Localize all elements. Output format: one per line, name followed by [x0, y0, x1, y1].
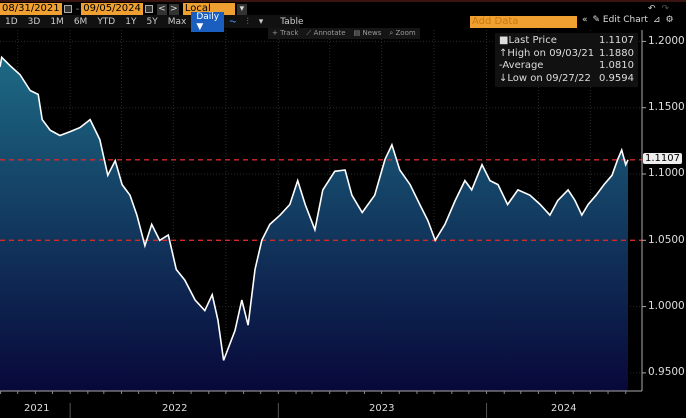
- annotate-tool[interactable]: ⟋ Annotate: [306, 29, 346, 37]
- legend-box: ■Last Price 1.1107 ↑High on 09/03/21 1.188…: [495, 33, 638, 87]
- legend-last-price[interactable]: ■Last Price 1.1107: [499, 35, 634, 46]
- zoom-label: Zoom: [395, 29, 416, 37]
- price-line: [0, 55, 629, 361]
- zoom-tool[interactable]: ⌕ Zoom: [389, 29, 416, 37]
- table-button[interactable]: Table: [280, 16, 304, 27]
- y-tick-label: 1.0500: [648, 234, 685, 246]
- range-max[interactable]: Max: [167, 16, 187, 27]
- range-1y[interactable]: 1Y: [125, 16, 137, 27]
- window-top-border: [0, 0, 686, 2]
- legend-value: 0.9594: [599, 72, 634, 84]
- legend-average: -Average 1.0810: [499, 60, 634, 71]
- gear-icon[interactable]: ⚙: [665, 15, 674, 25]
- last-price-tag: 1.1107: [643, 152, 682, 164]
- legend-value: 1.1880: [599, 47, 634, 59]
- range-bar: 1D 3D 1M 6M YTD 1Y 5Y Max Daily ▼ ⏦ ⫶ ▾ …: [0, 11, 304, 32]
- legend-label: High on 09/03/21: [507, 47, 595, 59]
- range-ytd[interactable]: YTD: [97, 16, 116, 27]
- track-label: Track: [280, 29, 299, 37]
- legend-low: ↓Low on 09/27/22 0.9594: [499, 72, 634, 84]
- legend-label: Average: [502, 60, 544, 71]
- collapse-icon[interactable]: «: [582, 15, 588, 25]
- y-tick-label: 1.2000: [648, 35, 685, 47]
- edit-chart-label: Edit Chart: [602, 15, 648, 25]
- prev-arrow-icon[interactable]: <: [156, 3, 167, 15]
- legend-high: ↑High on 09/03/21 1.1880: [499, 47, 634, 59]
- edit-chart-button[interactable]: ✎ Edit Chart: [592, 15, 648, 25]
- chart-actions: « ✎ Edit Chart ⊿ ⚙: [582, 15, 674, 25]
- news-tool[interactable]: ▤ News: [353, 29, 382, 37]
- chart-tools: + Track ⟋ Annotate ▤ News ⌕ Zoom: [268, 28, 420, 39]
- chart-type-dropdown-icon[interactable]: ▾: [258, 16, 264, 27]
- undo-redo: ↶ ↷: [648, 4, 669, 14]
- x-label-2022: 2022: [162, 403, 188, 414]
- legend-value: 1.0810: [599, 60, 634, 71]
- range-5y[interactable]: 5Y: [146, 16, 158, 27]
- undo-icon[interactable]: ↶: [648, 4, 656, 14]
- redo-icon[interactable]: ↷: [661, 4, 670, 14]
- calendar-icon[interactable]: [144, 5, 153, 13]
- line-chart-icon[interactable]: ⏦: [229, 16, 237, 27]
- add-data-input[interactable]: Add Data: [470, 16, 577, 28]
- price-area-fill: [0, 57, 628, 392]
- range-1m[interactable]: 1M: [50, 16, 64, 27]
- candle-chart-icon[interactable]: ⫶: [246, 16, 249, 27]
- news-label: News: [362, 29, 382, 37]
- legend-label: Low on 09/27/22: [507, 72, 591, 84]
- calendar-icon[interactable]: [63, 5, 72, 13]
- x-label-2023: 2023: [369, 403, 395, 414]
- range-1d[interactable]: 1D: [5, 16, 18, 27]
- y-tick-label: 1.1500: [648, 101, 685, 113]
- date-separator: -: [75, 3, 80, 15]
- x-label-2024: 2024: [551, 403, 577, 414]
- annotate-label: Annotate: [313, 29, 346, 37]
- y-tick-label: 1.0000: [648, 300, 685, 312]
- legend-label: Last Price: [508, 35, 557, 46]
- track-tool[interactable]: + Track: [272, 29, 299, 37]
- frequency-select[interactable]: Daily ▼: [191, 11, 225, 32]
- y-tick-label: 0.9500: [648, 366, 685, 378]
- annotate-edit-icon[interactable]: ⊿: [652, 15, 661, 25]
- chevron-down-icon[interactable]: ▾: [236, 3, 247, 15]
- start-date-input[interactable]: 08/31/2021: [0, 3, 62, 15]
- end-date-input[interactable]: 09/05/2024: [81, 3, 143, 15]
- next-arrow-icon[interactable]: >: [168, 3, 179, 15]
- range-3d[interactable]: 3D: [27, 16, 41, 27]
- x-label-2021: 2021: [24, 403, 50, 414]
- range-6m[interactable]: 6M: [73, 16, 88, 27]
- y-tick-label: 1.1000: [648, 167, 685, 179]
- legend-value: 1.1107: [599, 35, 634, 46]
